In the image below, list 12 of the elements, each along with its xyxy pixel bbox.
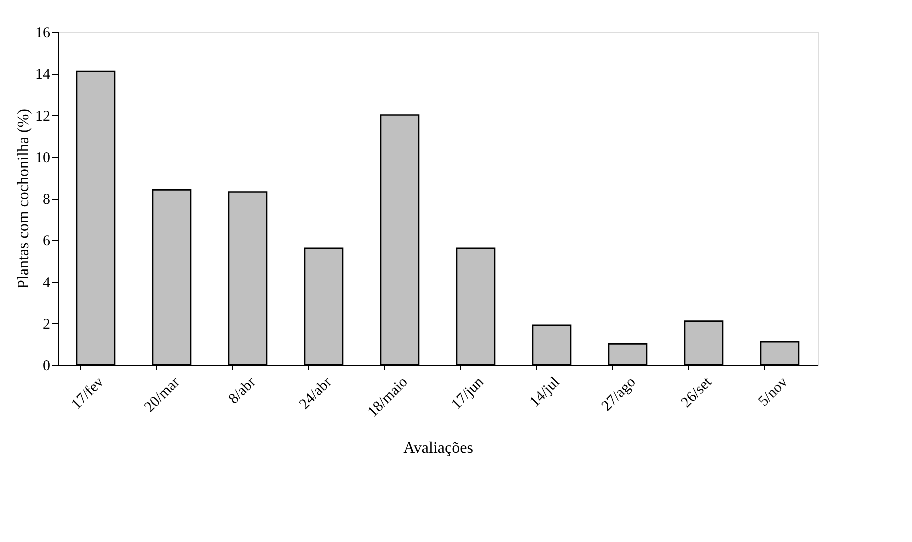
- y-tick-label: 12: [36, 108, 50, 125]
- y-tick-label: 4: [43, 275, 51, 292]
- x-axis-title: Avaliações: [404, 440, 474, 457]
- y-tick-label: 8: [43, 192, 50, 208]
- x-tick-label: 8/abr: [226, 374, 260, 408]
- y-tick-label: 14: [36, 67, 51, 84]
- y-tick-label: 16: [36, 26, 51, 42]
- y-tick-label: 0: [43, 358, 50, 374]
- y-tick-label: 6: [43, 234, 51, 250]
- y-axis-title: Plantas com cochonilha (%): [16, 109, 32, 289]
- y-tick-label: 2: [43, 316, 50, 333]
- y-tick-label: 10: [36, 150, 50, 166]
